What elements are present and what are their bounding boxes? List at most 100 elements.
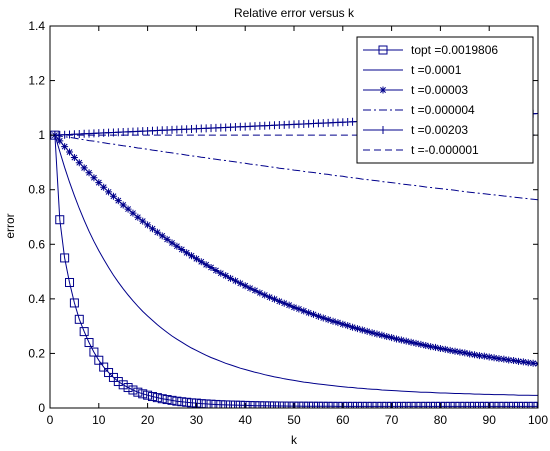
- data-point: [134, 213, 142, 221]
- data-point: [55, 215, 65, 225]
- data-point: [397, 336, 405, 344]
- data-point: [153, 228, 161, 236]
- data-point: [514, 357, 522, 365]
- data-point: [309, 401, 319, 408]
- data-point: [290, 303, 298, 311]
- series-line: [54, 134, 538, 201]
- data-point: [392, 335, 400, 343]
- data-point: [75, 159, 83, 167]
- data-point: [387, 401, 397, 408]
- data-point: [124, 205, 132, 213]
- data-point: [362, 401, 372, 408]
- x-axis-label: k: [291, 433, 298, 447]
- data-point: [66, 148, 74, 156]
- data-point: [466, 350, 474, 358]
- data-point: [167, 395, 177, 405]
- series-2: [54, 134, 538, 396]
- data-point: [79, 327, 89, 337]
- data-point: [236, 279, 244, 287]
- data-point: [417, 340, 425, 348]
- data-point: [519, 358, 527, 366]
- data-point: [270, 295, 278, 303]
- data-point: [500, 355, 508, 363]
- x-tick-label: 20: [141, 413, 155, 427]
- legend-marker: [379, 86, 387, 94]
- x-tick-label: 40: [239, 413, 253, 427]
- data-point: [529, 359, 537, 367]
- data-point: [261, 291, 269, 299]
- x-tick-label: 100: [528, 413, 548, 427]
- data-point: [338, 401, 348, 408]
- data-point: [391, 401, 401, 408]
- data-point: [456, 348, 464, 356]
- data-point: [222, 272, 230, 280]
- legend-label: t =0.000004: [411, 103, 475, 117]
- data-point: [133, 387, 143, 397]
- data-point: [104, 368, 114, 378]
- y-tick-label: 1.2: [28, 74, 45, 88]
- data-point: [207, 263, 215, 271]
- data-point: [266, 293, 274, 301]
- data-point: [158, 232, 166, 240]
- data-point: [148, 225, 156, 233]
- data-point: [465, 401, 475, 408]
- data-point: [157, 394, 167, 404]
- data-point: [445, 401, 455, 408]
- data-point: [65, 277, 75, 287]
- data-point: [461, 349, 469, 357]
- data-point: [534, 109, 538, 118]
- data-point: [84, 338, 94, 348]
- data-point: [402, 337, 410, 345]
- data-point: [178, 245, 186, 253]
- data-point: [441, 345, 449, 353]
- data-point: [118, 380, 128, 390]
- data-point: [518, 401, 528, 408]
- data-point: [284, 401, 294, 408]
- x-tick-label: 0: [47, 413, 54, 427]
- data-point: [69, 298, 79, 308]
- data-point: [289, 401, 299, 408]
- data-point: [251, 286, 259, 294]
- data-point: [182, 397, 192, 407]
- data-point: [499, 401, 509, 408]
- data-point: [406, 401, 416, 408]
- legend-label: t =0.00003: [411, 83, 468, 97]
- legend: topt =0.0019806 t =0.0001 t =0.00003 t =0.0…: [356, 36, 534, 164]
- data-point: [436, 345, 444, 353]
- data-point: [383, 333, 391, 341]
- data-point: [505, 356, 513, 364]
- data-point: [168, 239, 176, 247]
- data-point: [513, 401, 523, 408]
- data-point: [250, 401, 260, 408]
- data-point: [143, 390, 153, 400]
- legend-label: topt =0.0019806: [411, 43, 498, 57]
- x-tick-label: 60: [336, 413, 350, 427]
- data-point: [109, 192, 117, 200]
- data-point: [241, 282, 249, 290]
- y-tick-label: 0.4: [28, 292, 45, 306]
- data-point: [221, 400, 231, 408]
- data-point: [495, 355, 503, 363]
- data-point: [349, 323, 357, 331]
- data-point: [255, 401, 265, 408]
- data-point: [474, 401, 484, 408]
- data-point: [533, 401, 538, 408]
- y-tick-label: 1: [38, 128, 45, 142]
- data-point: [269, 401, 279, 408]
- data-point: [94, 355, 104, 365]
- data-point: [378, 331, 386, 339]
- series-line: [54, 134, 538, 396]
- data-point: [333, 401, 343, 408]
- data-point: [280, 299, 288, 307]
- x-tick-label: 50: [287, 413, 301, 427]
- data-point: [70, 154, 78, 162]
- y-tick-label: 0.6: [28, 237, 45, 251]
- x-tick-label: 70: [385, 413, 399, 427]
- data-point: [202, 261, 210, 269]
- data-point: [216, 400, 226, 408]
- legend-marker: [379, 126, 387, 134]
- data-point: [388, 334, 396, 342]
- data-point: [343, 401, 353, 408]
- y-tick-label: 1.4: [28, 19, 45, 33]
- axes: 0 10 20 30 40 50 60 70 80 90 100 0 0.2 0.4 0.6 0.8 1 1.2 1…: [28, 19, 548, 427]
